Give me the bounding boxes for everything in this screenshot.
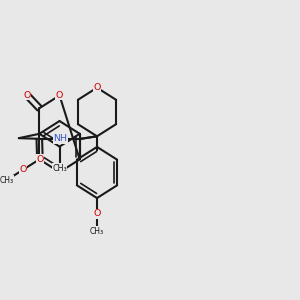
Text: O: O (36, 155, 43, 164)
Text: CH₃: CH₃ (52, 164, 67, 173)
Text: CH₃: CH₃ (90, 227, 104, 236)
Text: O: O (56, 91, 63, 100)
Text: O: O (23, 91, 31, 100)
Text: CH₃: CH₃ (0, 176, 14, 184)
Text: NH: NH (53, 134, 67, 143)
Text: O: O (93, 209, 101, 218)
Text: O: O (19, 165, 26, 174)
Text: O: O (93, 83, 101, 92)
